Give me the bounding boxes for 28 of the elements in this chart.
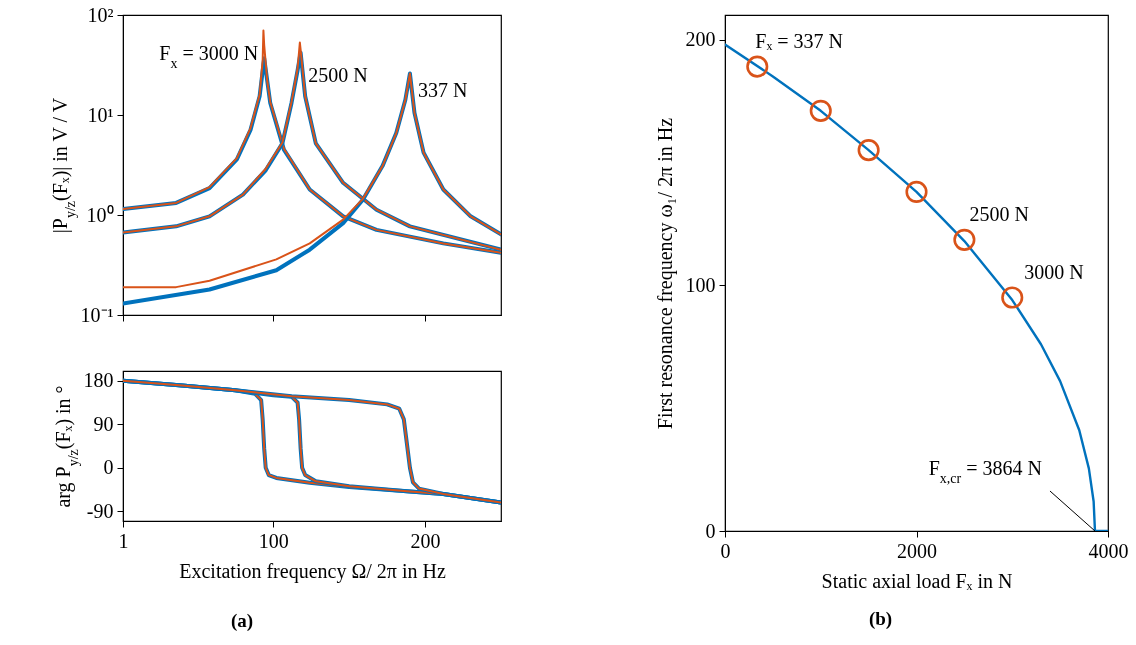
y-tick-label: 100 <box>685 273 716 296</box>
x-tick-label: 100 <box>258 529 289 552</box>
annotation: 337 N <box>417 78 468 101</box>
y-tick-label: 90 <box>93 412 114 435</box>
annotation: F$_{x,cr}$ = 3864 N <box>928 457 1042 486</box>
y-tick-label: 10² <box>87 3 114 26</box>
y-tick-label: 10¹ <box>87 103 114 126</box>
annotation: F$_{x}$ = 3000 N <box>159 42 259 71</box>
y-axis-title: First resonance frequency ω₁/ 2π in Hz <box>653 117 677 430</box>
text: (a) <box>230 610 254 632</box>
annotation: 2500 N <box>969 202 1029 225</box>
annotation: 2500 N <box>308 64 368 87</box>
x-axis-title: Static axial load Fₓ in N <box>821 569 1013 592</box>
x-axis-title: Excitation frequency Ω/ 2π in Hz <box>179 559 446 583</box>
y-tick-label: 180 <box>83 369 114 392</box>
y-tick-label: 0 <box>103 456 114 479</box>
x-tick-label: 1 <box>118 529 129 552</box>
y-tick-label: -90 <box>86 499 114 522</box>
y-tick-label: 200 <box>685 28 716 51</box>
x-tick-label: 0 <box>720 539 731 562</box>
text: (b) <box>868 608 893 630</box>
x-tick-label: 4000 <box>1088 539 1129 562</box>
x-tick-label: 200 <box>410 529 441 552</box>
annotation: 3000 N <box>1024 260 1084 283</box>
y-tick-label: 10⁰ <box>86 203 114 226</box>
x-tick-label: 2000 <box>897 539 937 562</box>
y-tick-label: 10⁻¹ <box>80 303 114 326</box>
annotation: Fₓ = 337 N <box>755 29 843 52</box>
